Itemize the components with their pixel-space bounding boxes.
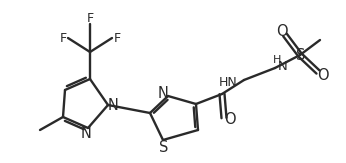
Text: O: O [224, 112, 236, 127]
Text: S: S [159, 140, 169, 155]
Text: N: N [157, 87, 169, 102]
Text: O: O [276, 24, 288, 39]
Text: O: O [317, 67, 329, 82]
Text: F: F [113, 31, 120, 44]
Text: F: F [60, 31, 66, 44]
Text: H: H [273, 55, 281, 65]
Text: S: S [296, 49, 306, 64]
Text: N: N [278, 60, 288, 74]
Text: HN: HN [218, 75, 237, 89]
Text: F: F [86, 13, 93, 25]
Text: N: N [81, 126, 91, 141]
Text: N: N [108, 97, 118, 112]
